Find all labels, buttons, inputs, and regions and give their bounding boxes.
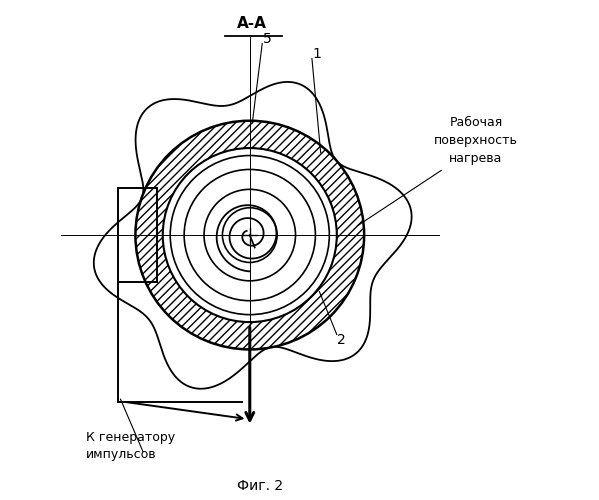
Text: 1: 1 <box>313 46 321 60</box>
Text: 5: 5 <box>263 32 271 46</box>
Text: 2: 2 <box>337 332 346 346</box>
Circle shape <box>163 148 337 322</box>
Text: Рабочая
поверхность
нагрева: Рабочая поверхность нагрева <box>434 116 518 165</box>
Text: А-А: А-А <box>237 16 267 32</box>
Polygon shape <box>94 82 412 388</box>
Text: К генератору
импульсов: К генератору импульсов <box>86 432 175 462</box>
Circle shape <box>135 120 364 350</box>
Bar <box>118 188 157 282</box>
Text: Фиг. 2: Фиг. 2 <box>237 479 283 493</box>
